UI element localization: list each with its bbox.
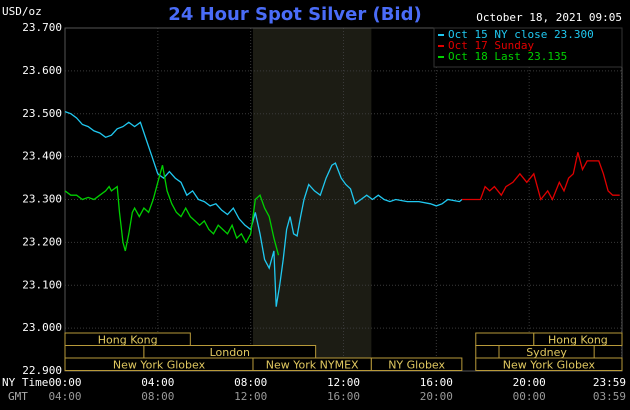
x-tick-label: 23:59 — [593, 376, 626, 389]
x2-tick-label: 20:00 — [420, 390, 453, 403]
series-line — [461, 152, 620, 202]
x2-tick-label: 16:00 — [327, 390, 360, 403]
series-line — [64, 110, 463, 307]
session-box — [64, 345, 145, 359]
legend-box — [433, 27, 623, 68]
session-box — [475, 345, 500, 359]
session-box — [475, 332, 535, 346]
timestamp: October 18, 2021 09:05 — [476, 11, 622, 24]
x2-tick-label: 04:00 — [48, 390, 81, 403]
x-tick-label: 20:00 — [513, 376, 546, 389]
y-tick-label: 23.700 — [22, 21, 62, 34]
x-tick-label: 12:00 — [327, 376, 360, 389]
x-row-label: NY Time — [2, 376, 48, 389]
session-label: London — [210, 346, 250, 359]
session-box — [475, 357, 623, 371]
x2-tick-label: 03:59 — [593, 390, 626, 403]
session-box — [370, 357, 463, 371]
x2-tick-label: 12:00 — [234, 390, 267, 403]
y-tick-label: 23.600 — [22, 64, 62, 77]
session-label: Hong Kong — [98, 333, 158, 346]
session-label: Sydney — [526, 346, 567, 359]
x2-row-label: GMT — [8, 390, 28, 403]
x2-tick-label: 00:00 — [513, 390, 546, 403]
y-tick-label: 22.900 — [22, 364, 62, 377]
legend-label: Oct 15 NY close 23.300 — [448, 28, 594, 41]
y-axis-label: USD/oz — [2, 5, 42, 18]
y-tick-label: 23.500 — [22, 107, 62, 120]
y-tick-label: 23.200 — [22, 235, 62, 248]
legend-label: Oct 17 Sunday — [448, 39, 534, 52]
x-tick-label: 04:00 — [141, 376, 174, 389]
x2-tick-label: 08:00 — [141, 390, 174, 403]
y-tick-label: 23.300 — [22, 193, 62, 206]
legend-label: Oct 18 Last 23.135 — [448, 50, 567, 63]
y-tick-label: 23.000 — [22, 321, 62, 334]
y-tick-label: 23.100 — [22, 278, 62, 291]
x-tick-label: 08:00 — [234, 376, 267, 389]
session-label: New York NYMEX — [266, 358, 359, 371]
x-tick-label: 00:00 — [48, 376, 81, 389]
session-label: Hong Kong — [548, 333, 608, 346]
session-label: New York Globex — [503, 358, 596, 371]
x-tick-label: 16:00 — [420, 376, 453, 389]
session-label: New York Globex — [113, 358, 206, 371]
series-line — [64, 165, 280, 256]
y-tick-label: 23.400 — [22, 150, 62, 163]
chart-title: 24 Hour Spot Silver (Bid) — [168, 4, 421, 25]
session-label: NY Globex — [388, 358, 445, 371]
